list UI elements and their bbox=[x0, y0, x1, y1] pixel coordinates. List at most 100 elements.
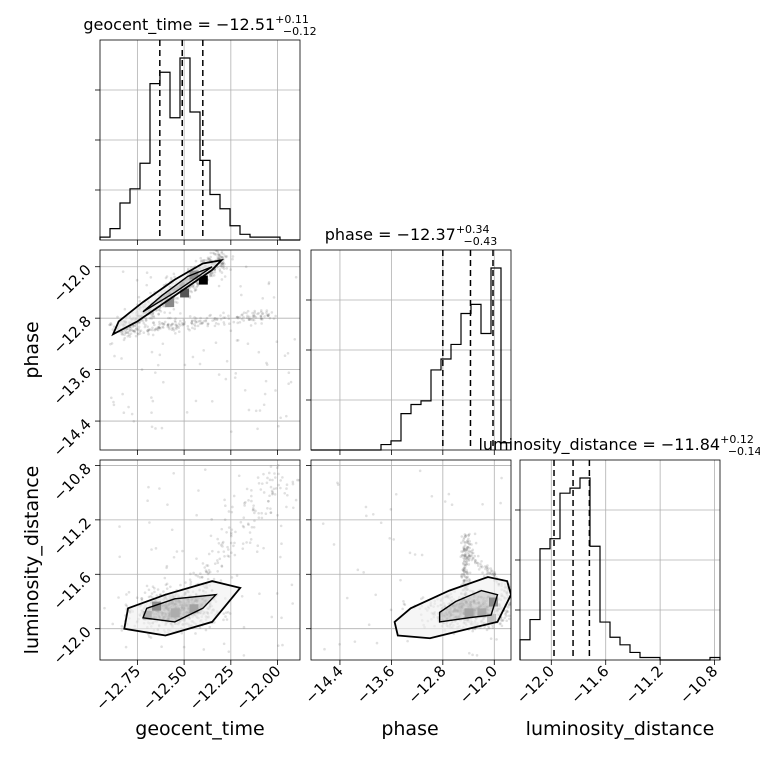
scatter-point bbox=[232, 320, 236, 324]
scatter-point bbox=[150, 548, 153, 551]
scatter-point bbox=[134, 324, 138, 328]
scatter-point bbox=[261, 312, 264, 316]
y-tick-label-phase: −14.4 bbox=[50, 415, 95, 460]
scatter-point bbox=[205, 570, 208, 574]
scatter-point bbox=[485, 565, 488, 569]
scatter-point bbox=[227, 314, 230, 318]
scatter-point bbox=[211, 549, 214, 553]
scatter-point bbox=[260, 309, 263, 312]
scatter-point bbox=[194, 399, 198, 403]
scatter-point bbox=[229, 541, 233, 545]
scatter-point bbox=[214, 341, 218, 345]
scatter-point bbox=[193, 323, 196, 326]
scatter-point bbox=[223, 498, 226, 502]
scatter-point bbox=[462, 569, 466, 572]
scatter-point bbox=[466, 571, 469, 574]
scatter-point bbox=[166, 323, 170, 327]
scatter-point bbox=[190, 290, 194, 294]
scatter-point bbox=[230, 551, 233, 555]
scatter-point bbox=[219, 317, 223, 321]
scatter-point bbox=[478, 562, 482, 566]
scatter-point bbox=[257, 516, 261, 520]
scatter-point bbox=[219, 543, 223, 547]
scatter-point bbox=[256, 544, 260, 547]
axes-frame bbox=[310, 249, 512, 451]
scatter-point bbox=[230, 528, 234, 531]
scatter-point bbox=[144, 318, 148, 322]
scatter-point bbox=[127, 590, 131, 594]
scatter-point bbox=[252, 318, 256, 322]
scatter-point bbox=[217, 256, 221, 260]
scatter-point bbox=[222, 267, 226, 270]
scatter-point bbox=[465, 580, 469, 583]
scatter-point bbox=[151, 333, 155, 337]
scatter-point bbox=[219, 314, 222, 317]
scatter-point bbox=[140, 597, 143, 600]
scatter-point bbox=[470, 554, 474, 558]
scatter-point bbox=[462, 580, 466, 583]
scatter-point bbox=[192, 286, 196, 289]
scatter-point bbox=[512, 612, 515, 615]
scatter-point bbox=[191, 284, 195, 288]
scatter-point bbox=[240, 317, 244, 321]
scatter-point bbox=[244, 501, 247, 504]
scatter-point bbox=[375, 641, 379, 645]
scatter-point bbox=[222, 642, 226, 646]
scatter-point bbox=[467, 558, 471, 561]
scatter-point bbox=[149, 276, 153, 279]
scatter-point bbox=[227, 555, 231, 558]
scatter-point bbox=[465, 546, 468, 550]
scatter-point bbox=[208, 258, 211, 261]
scatter-point bbox=[461, 550, 465, 553]
scatter-point bbox=[217, 550, 220, 554]
scatter-point bbox=[217, 373, 221, 376]
scatter-point bbox=[217, 257, 221, 260]
scatter-point bbox=[118, 525, 121, 528]
scatter-point bbox=[167, 325, 171, 329]
scatter-point bbox=[121, 392, 124, 396]
scatter-point bbox=[194, 632, 197, 635]
scatter-point bbox=[222, 252, 225, 256]
scatter-point bbox=[117, 596, 120, 599]
scatter-point bbox=[490, 572, 493, 575]
scatter-point bbox=[221, 262, 224, 266]
scatter-point bbox=[110, 342, 114, 345]
scatter-point bbox=[274, 314, 277, 318]
scatter-point bbox=[195, 281, 199, 284]
scatter-point bbox=[146, 499, 149, 503]
scatter-point bbox=[371, 512, 375, 516]
axes-frame bbox=[99, 249, 301, 451]
scatter-point bbox=[149, 636, 153, 639]
scatter-point bbox=[226, 610, 230, 614]
y-axis-label-phase: phase bbox=[21, 321, 43, 378]
scatter-point bbox=[220, 565, 224, 568]
x-tick-label-geocent-time: −12.00 bbox=[232, 662, 284, 714]
scatter-point bbox=[254, 409, 258, 413]
scatter-point bbox=[251, 318, 254, 322]
scatter-point bbox=[198, 319, 201, 323]
scatter-point bbox=[245, 487, 249, 491]
scatter-point bbox=[463, 544, 467, 547]
scatter-point bbox=[270, 311, 274, 314]
scatter-point bbox=[512, 593, 515, 596]
scatter-point bbox=[487, 567, 490, 570]
scatter-point bbox=[467, 651, 471, 655]
scatter-point bbox=[150, 314, 154, 318]
scatter-point bbox=[217, 284, 221, 288]
scatter-point bbox=[194, 320, 197, 323]
x-tick-label-luminosity-distance: −11.2 bbox=[622, 662, 667, 707]
scatter-point bbox=[488, 571, 492, 575]
scatter-point bbox=[262, 403, 266, 407]
scatter-point bbox=[465, 548, 469, 551]
scatter-point bbox=[206, 322, 210, 326]
scatter-point bbox=[132, 329, 136, 333]
scatter-point bbox=[461, 568, 465, 572]
scatter-point bbox=[123, 333, 126, 336]
scatter-point bbox=[240, 293, 243, 297]
scatter-point bbox=[132, 420, 136, 423]
scatter-point bbox=[190, 322, 194, 326]
scatter-point bbox=[202, 319, 206, 323]
scatter-point bbox=[222, 618, 225, 622]
scatter-point bbox=[247, 315, 251, 319]
scatter-point bbox=[460, 541, 463, 545]
